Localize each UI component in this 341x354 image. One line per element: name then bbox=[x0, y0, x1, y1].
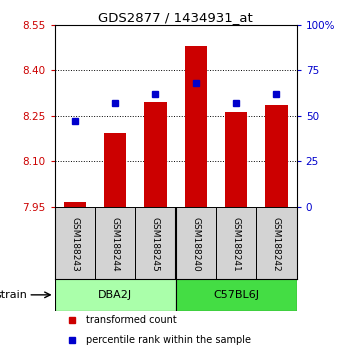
Bar bbox=[144, 102, 166, 207]
Text: strain: strain bbox=[0, 290, 27, 300]
Bar bbox=[55, 279, 176, 311]
Bar bbox=[185, 46, 207, 207]
Bar bbox=[104, 133, 126, 207]
Text: percentile rank within the sample: percentile rank within the sample bbox=[86, 335, 251, 345]
Text: transformed count: transformed count bbox=[86, 315, 177, 325]
Bar bbox=[176, 279, 297, 311]
Text: GSM188244: GSM188244 bbox=[110, 217, 120, 272]
Bar bbox=[64, 201, 86, 207]
Text: DBA2J: DBA2J bbox=[98, 290, 132, 300]
Bar bbox=[176, 207, 216, 279]
Bar bbox=[135, 207, 176, 279]
Bar bbox=[256, 207, 297, 279]
Text: GSM188241: GSM188241 bbox=[232, 217, 241, 272]
Bar bbox=[216, 207, 256, 279]
Bar bbox=[55, 207, 95, 279]
Bar bbox=[265, 105, 287, 207]
Bar bbox=[225, 112, 247, 207]
Text: C57BL6J: C57BL6J bbox=[213, 290, 259, 300]
Text: GSM188243: GSM188243 bbox=[70, 217, 79, 272]
Bar bbox=[95, 207, 135, 279]
Text: GSM188242: GSM188242 bbox=[272, 217, 281, 272]
Text: GSM188245: GSM188245 bbox=[151, 217, 160, 272]
Text: GSM188240: GSM188240 bbox=[191, 217, 200, 272]
Title: GDS2877 / 1434931_at: GDS2877 / 1434931_at bbox=[98, 11, 253, 24]
